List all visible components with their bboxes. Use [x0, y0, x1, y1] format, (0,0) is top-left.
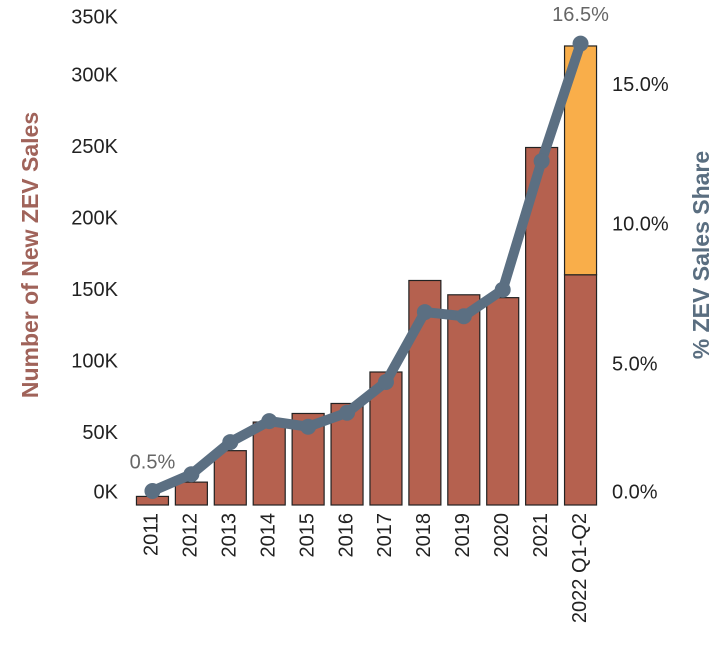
y2-tick-label: 15.0% [612, 74, 669, 96]
bar [447, 294, 481, 506]
x-tick-label: 2011 [141, 513, 163, 556]
y-tick-label: 250K [71, 136, 118, 158]
x-tick-label: 2016 [335, 513, 357, 558]
x-tick-label: 2017 [374, 513, 396, 558]
x-tick-label: 2012 [180, 513, 202, 558]
share-marker [222, 434, 239, 451]
share-marker [261, 413, 278, 430]
y2-tick-label: 0.0% [612, 481, 658, 503]
y2-axis-label: % ZEV Sales Share [688, 151, 714, 359]
y-tick-label: 50K [82, 422, 118, 444]
bar [174, 481, 208, 506]
share-marker [377, 373, 394, 390]
y2-tick-label: 10.0% [612, 214, 669, 236]
x-tick-label: 2019 [452, 513, 474, 558]
y-tick-label: 100K [71, 350, 118, 372]
data-label: 0.5% [130, 451, 176, 473]
share-marker [416, 304, 433, 321]
bar [486, 297, 520, 506]
share-marker [494, 281, 511, 298]
x-tick-label: 2013 [219, 513, 241, 558]
share-marker [144, 483, 161, 500]
y-tick-label: 0K [94, 481, 119, 503]
data-label: 16.5% [552, 4, 609, 26]
y2-tick-label: 5.0% [612, 353, 658, 375]
x-tick-label: 2014 [257, 513, 279, 558]
y-axis-label: Number of New ZEV Sales [17, 112, 43, 398]
x-tick-label: 2015 [296, 513, 318, 558]
y-tick-label: 300K [71, 64, 118, 86]
bar [213, 450, 247, 506]
share-marker [183, 466, 200, 483]
bar [252, 421, 286, 506]
x-tick-label: 2018 [413, 513, 435, 558]
y-tick-label: 150K [71, 279, 118, 301]
share-line [147, 38, 586, 497]
share-marker [572, 35, 589, 52]
x-tick-label: 2021 [530, 513, 552, 558]
bar [563, 274, 598, 506]
share-marker [533, 153, 550, 170]
bar [369, 371, 403, 506]
x-tick-label: 2020 [491, 513, 513, 558]
share-marker [339, 404, 356, 421]
share-marker [455, 308, 472, 325]
x-tick-label: 2022 Q1-Q2 [569, 513, 591, 623]
y-tick-label: 350K [71, 6, 118, 28]
share-marker [300, 418, 317, 435]
y-tick-label: 200K [71, 207, 118, 229]
